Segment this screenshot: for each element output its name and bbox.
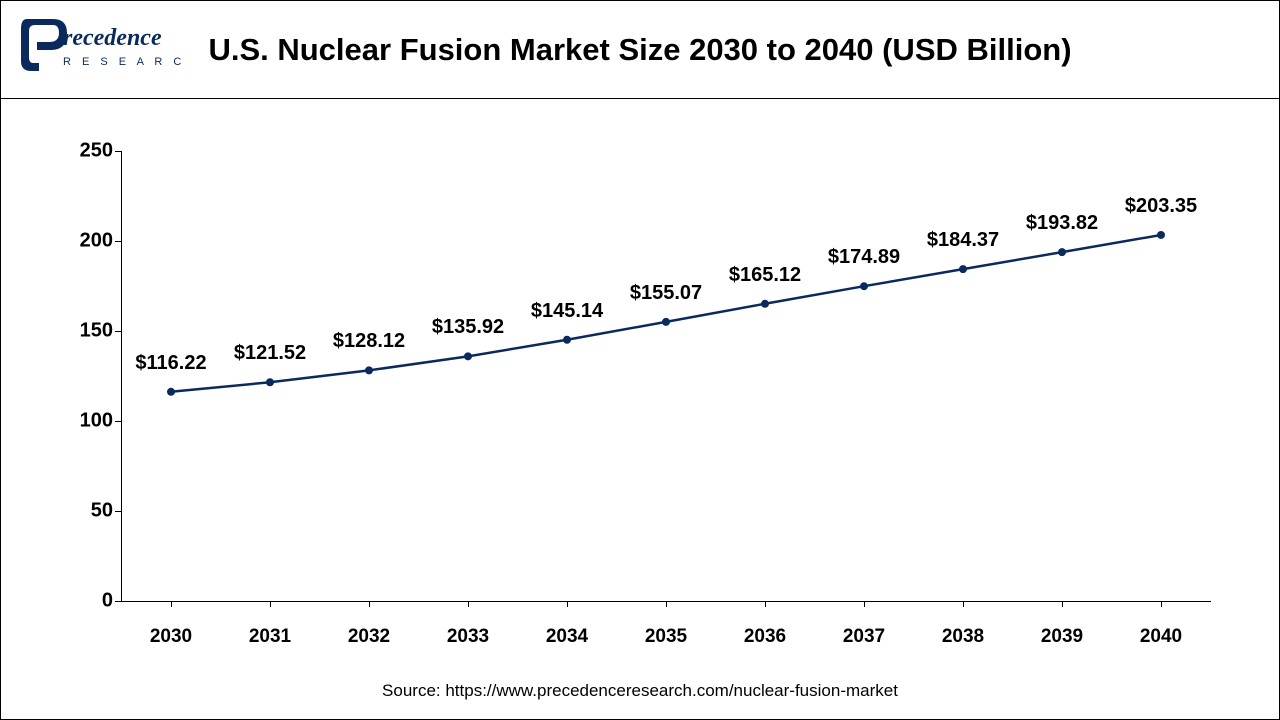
data-markers: [167, 231, 1165, 396]
y-tick-mark: [115, 601, 121, 602]
data-label: $184.37: [927, 229, 999, 252]
y-tick-mark: [115, 421, 121, 422]
x-tick-mark: [468, 601, 469, 607]
y-tick-label: 100: [63, 410, 113, 433]
x-tick-mark: [1161, 601, 1162, 607]
data-line: [171, 235, 1161, 392]
data-label: $203.35: [1125, 195, 1197, 218]
data-label: $116.22: [135, 352, 206, 375]
data-label: $145.14: [531, 300, 603, 323]
data-marker: [563, 336, 571, 344]
logo-text-top: recedence: [63, 25, 162, 51]
x-tick-mark: [171, 601, 172, 607]
data-label: $174.89: [828, 246, 900, 269]
x-tick-label: 2034: [527, 626, 607, 648]
data-marker: [761, 300, 769, 308]
logo-p-shape: [21, 19, 67, 71]
y-tick-label: 50: [63, 500, 113, 523]
data-marker: [167, 388, 175, 396]
data-marker: [860, 282, 868, 290]
data-marker: [464, 352, 472, 360]
x-tick-mark: [666, 601, 667, 607]
x-tick-label: 2031: [230, 626, 310, 648]
y-tick-label: 0: [63, 590, 113, 613]
x-tick-label: 2035: [626, 626, 706, 648]
x-tick-label: 2033: [428, 626, 508, 648]
chart-area: 0 50 100 150 200 250 2030 2031 2032 2033 2034 2035 2…: [61, 131, 1231, 651]
y-tick-label: 150: [63, 320, 113, 343]
x-tick-mark: [963, 601, 964, 607]
plot-region: 0501001502002502030203120322033203420352…: [121, 151, 1211, 601]
chart-title: U.S. Nuclear Fusion Market Size 2030 to …: [1, 32, 1279, 68]
x-tick-mark: [765, 601, 766, 607]
data-marker: [662, 318, 670, 326]
chart-container: recedence R E S E A R C H U.S. Nuclear F…: [0, 0, 1280, 720]
data-marker: [365, 366, 373, 374]
x-tick-label: 2040: [1121, 626, 1201, 648]
logo: recedence R E S E A R C H: [19, 11, 189, 91]
data-marker: [1058, 248, 1066, 256]
y-tick-mark: [115, 331, 121, 332]
data-label: $155.07: [630, 282, 702, 305]
y-tick-label: 200: [63, 230, 113, 253]
x-tick-label: 2039: [1022, 626, 1102, 648]
y-tick-mark: [115, 151, 121, 152]
y-tick-mark: [115, 511, 121, 512]
data-label: $128.12: [333, 330, 405, 353]
logo-text-bottom: R E S E A R C H: [63, 56, 189, 68]
source-text: Source: https://www.precedenceresearch.c…: [1, 681, 1279, 701]
x-tick-mark: [864, 601, 865, 607]
x-tick-label: 2036: [725, 626, 805, 648]
y-tick-label: 250: [63, 140, 113, 163]
x-tick-mark: [567, 601, 568, 607]
logo-dot: [44, 32, 50, 38]
data-label: $121.52: [234, 342, 306, 365]
x-tick-label: 2037: [824, 626, 904, 648]
data-label: $193.82: [1026, 212, 1098, 235]
x-tick-mark: [270, 601, 271, 607]
x-tick-label: 2030: [131, 626, 211, 648]
header: recedence R E S E A R C H U.S. Nuclear F…: [1, 1, 1279, 99]
data-marker: [1157, 231, 1165, 239]
data-marker: [959, 265, 967, 273]
data-label: $165.12: [729, 264, 801, 287]
x-tick-mark: [369, 601, 370, 607]
x-tick-label: 2038: [923, 626, 1003, 648]
data-label: $135.92: [432, 316, 504, 339]
y-tick-mark: [115, 241, 121, 242]
x-tick-label: 2032: [329, 626, 409, 648]
x-tick-mark: [1062, 601, 1063, 607]
data-marker: [266, 378, 274, 386]
